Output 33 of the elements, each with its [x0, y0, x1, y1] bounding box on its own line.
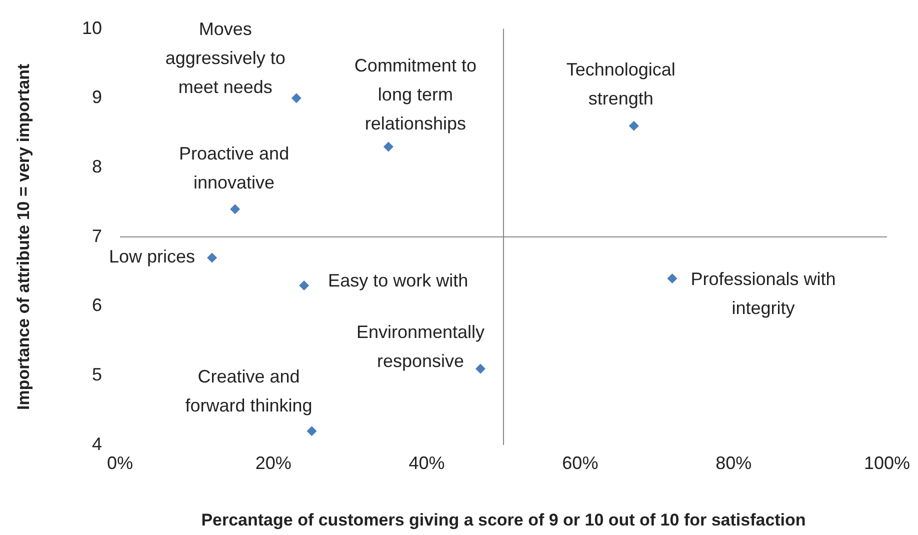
x-axis-title: Percantage of customers giving a score of 9 or 10 out of 10 for satisfaction: [201, 510, 806, 530]
x-tick-label: 0%: [106, 452, 134, 473]
y-tick-label: 4: [92, 434, 102, 454]
x-tick-label: 80%: [716, 452, 752, 473]
annotation: Creative and forward thinking: [185, 366, 312, 416]
annotation: Commitment to long term relationships: [354, 56, 476, 134]
annotation: Moves aggressively to meet needs: [165, 19, 286, 98]
annotation: Technological strength: [566, 59, 676, 108]
y-axis-title: Importance of attribute 10 = very important: [14, 63, 33, 410]
annotation: Environmentally responsive: [356, 322, 485, 372]
point: [667, 274, 678, 284]
point: [306, 426, 317, 436]
point: [383, 142, 394, 152]
y-tick-label: 9: [92, 87, 102, 108]
y-tick-label: 10: [82, 18, 102, 38]
annotation: Proactive and innovative: [179, 144, 290, 193]
y-tick-label: 5: [92, 364, 102, 385]
annotation: Professionals with integrity: [690, 268, 836, 318]
point: [475, 364, 486, 374]
x-tick-label: 100%: [864, 452, 910, 473]
x-tick-label: 40%: [408, 452, 445, 473]
y-tick-label: 6: [92, 295, 102, 316]
x-tick-label: 60%: [562, 452, 598, 473]
point: [628, 120, 639, 131]
annotation: Easy to work with: [328, 270, 468, 290]
point: [230, 204, 240, 214]
point: [207, 252, 218, 263]
point: [299, 280, 310, 290]
annotation: Low prices: [109, 246, 196, 267]
x-tick-label: 20%: [255, 452, 292, 473]
y-tick-label: 8: [92, 156, 102, 176]
point: [291, 93, 302, 104]
y-tick-label: 7: [92, 226, 102, 246]
